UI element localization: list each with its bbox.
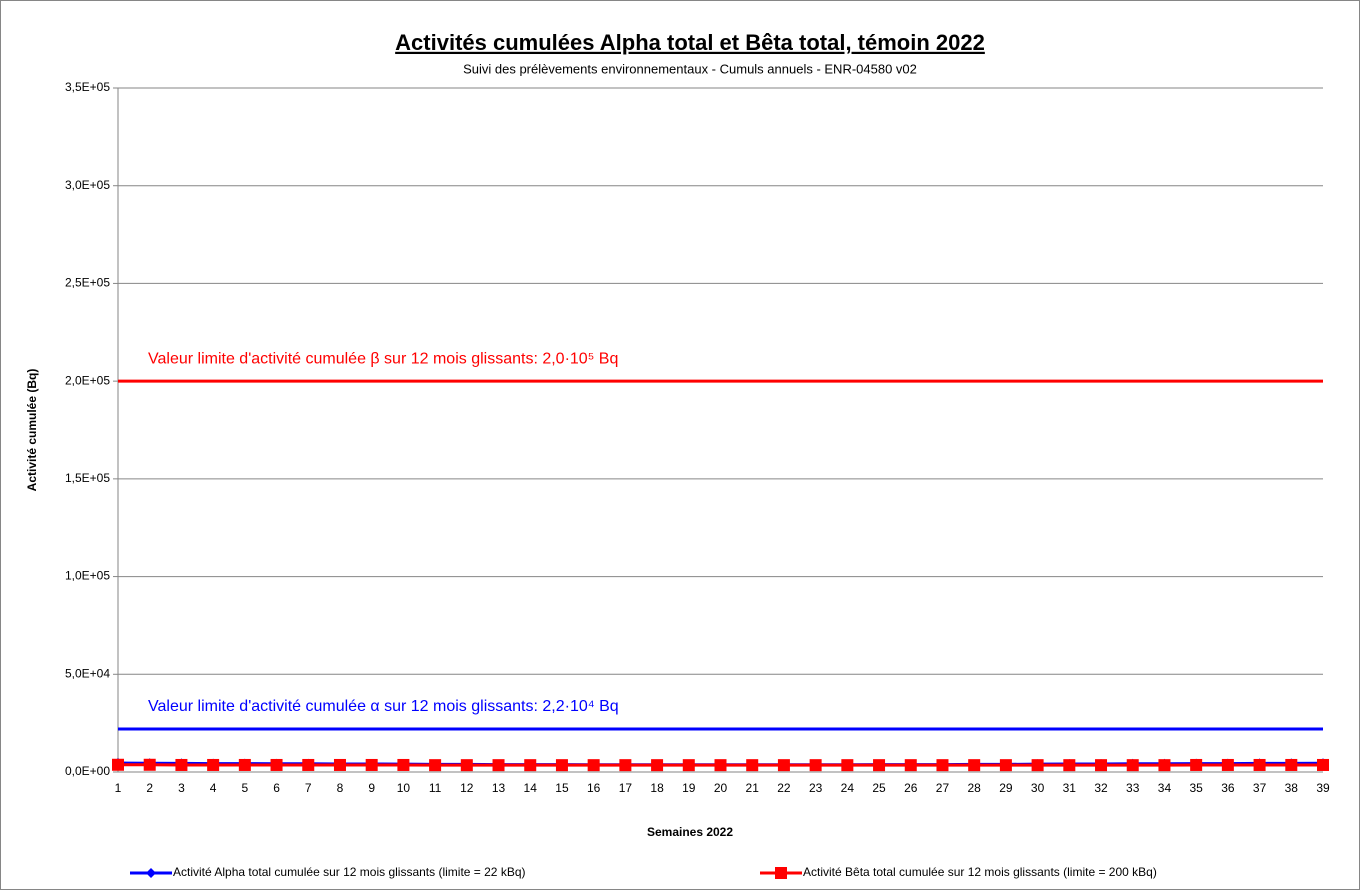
x-tick-label: 32 bbox=[1094, 781, 1108, 795]
x-tick-label: 24 bbox=[841, 781, 855, 795]
x-tick-label: 35 bbox=[1189, 781, 1203, 795]
data-point bbox=[936, 759, 949, 772]
data-point bbox=[143, 758, 156, 771]
x-tick-label: 23 bbox=[809, 781, 823, 795]
y-tick-label: 1,5E+05 bbox=[65, 471, 110, 485]
data-point bbox=[873, 759, 886, 772]
data-point bbox=[365, 758, 378, 771]
data-point bbox=[682, 759, 695, 772]
x-tick-label: 1 bbox=[115, 781, 122, 795]
x-tick-label: 38 bbox=[1285, 781, 1299, 795]
x-tick-label: 16 bbox=[587, 781, 601, 795]
x-tick-label: 26 bbox=[904, 781, 918, 795]
data-point bbox=[238, 758, 251, 771]
x-tick-label: 27 bbox=[936, 781, 950, 795]
data-point bbox=[1221, 758, 1234, 771]
data-point bbox=[968, 759, 981, 772]
legend-label: Activité Bêta total cumulée sur 12 mois … bbox=[803, 865, 1157, 879]
data-point bbox=[524, 759, 537, 772]
x-tick-label: 28 bbox=[968, 781, 982, 795]
x-tick-label: 18 bbox=[650, 781, 664, 795]
data-point bbox=[777, 759, 790, 772]
data-point bbox=[999, 759, 1012, 772]
data-point bbox=[651, 759, 664, 772]
reference-label: Valeur limite d'activité cumulée α sur 1… bbox=[148, 698, 619, 715]
x-tick-label: 10 bbox=[397, 781, 411, 795]
data-point bbox=[112, 758, 124, 771]
x-tick-label: 19 bbox=[682, 781, 696, 795]
x-tick-label: 34 bbox=[1158, 781, 1172, 795]
data-point bbox=[1317, 758, 1329, 771]
data-point bbox=[841, 759, 854, 772]
y-tick-label: 3,0E+05 bbox=[65, 178, 110, 192]
data-point bbox=[1158, 759, 1171, 772]
data-point bbox=[555, 759, 568, 772]
x-axis-title: Semaines 2022 bbox=[647, 825, 733, 839]
x-tick-label: 11 bbox=[429, 781, 442, 795]
y-tick-label: 2,5E+05 bbox=[65, 276, 110, 290]
x-tick-label: 13 bbox=[492, 781, 506, 795]
x-tick-label: 21 bbox=[746, 781, 760, 795]
data-point bbox=[1031, 759, 1044, 772]
data-point bbox=[207, 758, 220, 771]
x-tick-label: 3 bbox=[178, 781, 185, 795]
y-tick-label: 0,0E+00 bbox=[65, 764, 110, 778]
data-point bbox=[302, 758, 315, 771]
data-point bbox=[619, 759, 632, 772]
x-tick-label: 22 bbox=[777, 781, 791, 795]
x-tick-label: 36 bbox=[1221, 781, 1235, 795]
x-tick-label: 7 bbox=[305, 781, 312, 795]
x-tick-label: 37 bbox=[1253, 781, 1267, 795]
x-tick-label: 29 bbox=[999, 781, 1013, 795]
chart-subtitle: Suivi des prélèvements environnementaux … bbox=[463, 61, 917, 76]
legend-label: Activité Alpha total cumulée sur 12 mois… bbox=[173, 865, 526, 879]
data-point bbox=[587, 759, 600, 772]
data-point bbox=[1126, 759, 1139, 772]
data-point bbox=[333, 758, 346, 771]
x-tick-label: 2 bbox=[146, 781, 153, 795]
x-tick-label: 4 bbox=[210, 781, 217, 795]
data-point bbox=[809, 759, 822, 772]
reference-label: Valeur limite d'activité cumulée β sur 1… bbox=[148, 350, 618, 367]
x-tick-label: 20 bbox=[714, 781, 728, 795]
y-tick-label: 1,0E+05 bbox=[65, 569, 110, 583]
legend-marker bbox=[775, 867, 787, 879]
data-point bbox=[1063, 759, 1076, 772]
x-tick-label: 14 bbox=[524, 781, 538, 795]
x-tick-label: 25 bbox=[872, 781, 886, 795]
y-tick-label: 3,5E+05 bbox=[65, 80, 110, 94]
legend-marker bbox=[146, 868, 156, 878]
data-point bbox=[1095, 759, 1108, 772]
data-point bbox=[746, 759, 759, 772]
x-tick-label: 33 bbox=[1126, 781, 1140, 795]
x-tick-label: 5 bbox=[241, 781, 248, 795]
data-point bbox=[492, 759, 505, 772]
data-point bbox=[397, 758, 410, 771]
data-point bbox=[904, 759, 917, 772]
x-tick-label: 15 bbox=[555, 781, 569, 795]
x-tick-label: 9 bbox=[368, 781, 375, 795]
y-tick-label: 2,0E+05 bbox=[65, 373, 110, 387]
x-tick-label: 12 bbox=[460, 781, 474, 795]
x-tick-label: 39 bbox=[1316, 781, 1330, 795]
data-point bbox=[270, 758, 283, 771]
x-tick-label: 31 bbox=[1063, 781, 1077, 795]
x-tick-label: 17 bbox=[619, 781, 633, 795]
x-tick-label: 30 bbox=[1031, 781, 1045, 795]
chart-title: Activités cumulées Alpha total et Bêta t… bbox=[395, 30, 985, 55]
y-tick-label: 5,0E+04 bbox=[65, 666, 110, 680]
data-point bbox=[1285, 758, 1298, 771]
data-point bbox=[175, 758, 188, 771]
data-point bbox=[429, 759, 442, 772]
data-point bbox=[1190, 758, 1203, 771]
x-tick-label: 8 bbox=[337, 781, 344, 795]
x-tick-label: 6 bbox=[273, 781, 280, 795]
data-point bbox=[1253, 758, 1266, 771]
y-axis-title: Activité cumulée (Bq) bbox=[25, 369, 39, 492]
data-point bbox=[714, 759, 727, 772]
data-point bbox=[460, 759, 473, 772]
